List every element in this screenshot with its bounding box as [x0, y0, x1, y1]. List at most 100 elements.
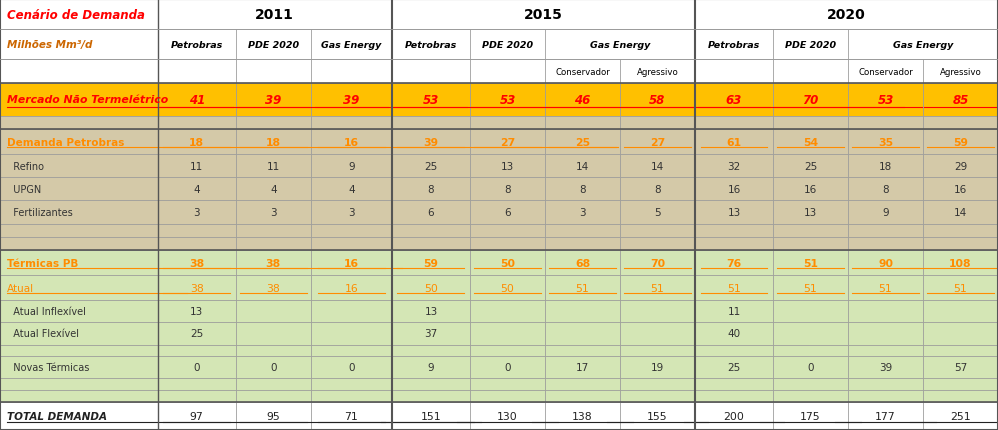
Text: 38: 38 [266, 283, 280, 293]
Bar [545, 322, 620, 345]
Bar [236, 178, 310, 201]
Text: 58: 58 [650, 94, 666, 107]
Bar [545, 345, 620, 356]
Bar [310, 155, 392, 178]
Text: Conservador: Conservador [858, 68, 913, 77]
Bar [545, 130, 620, 155]
Text: 3: 3 [348, 208, 354, 218]
Bar [923, 201, 998, 224]
Bar [545, 276, 620, 301]
Text: 0: 0 [270, 362, 276, 372]
Text: 35: 35 [878, 138, 893, 147]
Text: 50: 50 [501, 283, 514, 293]
Bar [310, 117, 392, 130]
Bar [236, 402, 310, 430]
Text: 18: 18 [190, 138, 205, 147]
Text: 39: 39 [423, 138, 438, 147]
Bar [470, 130, 545, 155]
Text: 16: 16 [343, 138, 359, 147]
Bar [158, 224, 236, 237]
Bar [236, 237, 310, 251]
Bar [773, 30, 848, 60]
Bar [236, 201, 310, 224]
Text: 63: 63 [726, 94, 743, 107]
Bar [545, 178, 620, 201]
Bar [392, 30, 470, 60]
Text: 177: 177 [875, 411, 896, 421]
Bar [620, 83, 695, 117]
Bar [545, 356, 620, 378]
Bar [236, 276, 310, 301]
Bar [236, 345, 310, 356]
Bar [392, 117, 470, 130]
Text: 2015: 2015 [524, 8, 563, 22]
Bar [236, 390, 310, 402]
Bar [773, 356, 848, 378]
Text: 4: 4 [348, 184, 354, 194]
Bar [236, 155, 310, 178]
Text: 50: 50 [500, 258, 515, 268]
Bar [158, 178, 236, 201]
Text: Petrobras: Petrobras [171, 41, 223, 50]
Text: 51: 51 [803, 283, 817, 293]
Bar [695, 30, 773, 60]
Bar [545, 301, 620, 322]
Bar [620, 201, 695, 224]
Bar [236, 30, 310, 60]
Text: Demanda Petrobras: Demanda Petrobras [7, 138, 125, 147]
Text: Novas Térmicas: Novas Térmicas [7, 362, 90, 372]
Text: 2011: 2011 [255, 8, 294, 22]
Bar [158, 0, 392, 30]
Text: 13: 13 [804, 208, 817, 218]
Bar [773, 276, 848, 301]
Text: PDE 2020: PDE 2020 [785, 41, 836, 50]
Bar [773, 117, 848, 130]
Bar [392, 356, 470, 378]
Text: Gas Energy: Gas Energy [321, 41, 381, 50]
Text: PDE 2020: PDE 2020 [248, 41, 298, 50]
Bar [848, 117, 923, 130]
Bar [236, 60, 310, 83]
Text: Atual: Atual [7, 283, 34, 293]
Text: 61: 61 [727, 138, 742, 147]
Bar [695, 301, 773, 322]
Bar [310, 237, 392, 251]
Text: 138: 138 [572, 411, 593, 421]
Bar [848, 356, 923, 378]
Bar [392, 83, 470, 117]
Bar [923, 155, 998, 178]
Bar [158, 378, 236, 390]
Bar [158, 276, 236, 301]
Text: 70: 70 [650, 258, 665, 268]
Bar [470, 201, 545, 224]
Bar [310, 345, 392, 356]
Bar [695, 402, 773, 430]
Bar [545, 251, 620, 276]
Bar [620, 356, 695, 378]
Bar [470, 60, 545, 83]
Text: 8: 8 [654, 184, 661, 194]
Text: 54: 54 [803, 138, 818, 147]
Bar [0, 356, 158, 378]
Text: 25: 25 [424, 161, 437, 172]
Bar [310, 276, 392, 301]
Bar [158, 301, 236, 322]
Bar [695, 378, 773, 390]
Text: 38: 38 [190, 258, 205, 268]
Text: 130: 130 [497, 411, 518, 421]
Bar [545, 378, 620, 390]
Text: 51: 51 [954, 283, 967, 293]
Text: 151: 151 [420, 411, 441, 421]
Bar [923, 378, 998, 390]
Bar [0, 130, 158, 155]
Bar [695, 356, 773, 378]
Text: 32: 32 [728, 161, 741, 172]
Bar [236, 83, 310, 117]
Bar [848, 60, 923, 83]
Bar [392, 301, 470, 322]
Bar [310, 130, 392, 155]
Text: UPGN: UPGN [7, 184, 41, 194]
Bar [695, 117, 773, 130]
Bar [470, 390, 545, 402]
Bar [848, 178, 923, 201]
